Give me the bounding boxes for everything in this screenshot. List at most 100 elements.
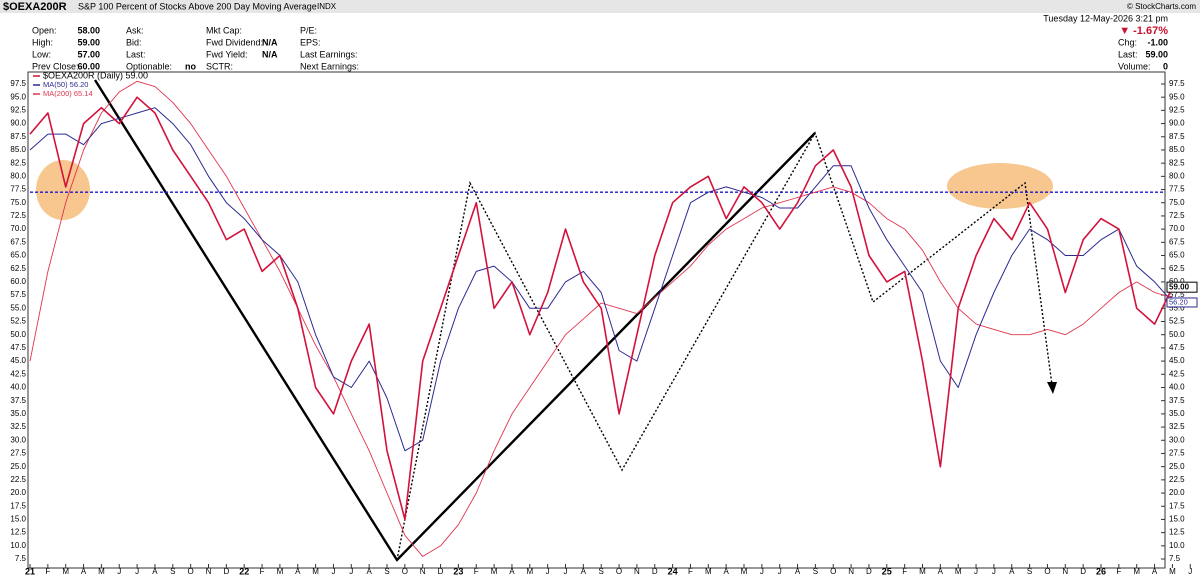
y-tick-label: 62.5 — [10, 264, 26, 273]
y-tick-label: 70.0 — [10, 224, 26, 233]
y-tick-label: 27.5 — [1169, 449, 1185, 458]
x-tick-label: A — [295, 567, 301, 576]
field-value: -1.00 — [1147, 37, 1168, 47]
field-value: 59.00 — [1145, 49, 1168, 59]
legend-label: MA(200) 65.14 — [43, 89, 93, 98]
x-tick-label: J — [331, 567, 335, 576]
y-tick-label: 40.0 — [1169, 383, 1185, 392]
y-tick-label: 32.5 — [10, 422, 26, 431]
x-tick-label: J — [564, 567, 568, 576]
y-tick-label: 80.0 — [10, 171, 26, 180]
x-tick-label: S — [1027, 567, 1032, 576]
x-tick-label: F — [688, 567, 693, 576]
field-label: Chg: — [1118, 37, 1137, 47]
x-tick-label: A — [509, 567, 515, 576]
y-tick-label: 12.5 — [10, 528, 26, 537]
x-tick-label: A — [1009, 567, 1015, 576]
x-tick-label: M — [705, 567, 712, 576]
source: © StockCharts.com — [1127, 2, 1196, 11]
y-tick-label: 67.5 — [1169, 237, 1185, 246]
y-tick-label: 92.5 — [1169, 105, 1185, 114]
x-tick-label: 26 — [1096, 566, 1106, 576]
field-label: SCTR: — [206, 61, 233, 71]
x-tick-label: F — [1116, 567, 1121, 576]
y-tick-label: 95.0 — [1169, 92, 1185, 101]
x-tick-label: J — [117, 567, 121, 576]
y-tick-label: 15.0 — [1169, 515, 1185, 524]
field-value: 0 — [1163, 61, 1168, 71]
y-tick-label: 7.5 — [15, 554, 27, 563]
x-tick-label: J — [974, 567, 978, 576]
y-tick-label: 20.0 — [1169, 488, 1185, 497]
change-pct: ▼ -1.67% — [1119, 25, 1168, 37]
x-tick-label: A — [581, 567, 587, 576]
x-tick-label: A — [1152, 567, 1158, 576]
date: Tuesday 12-May-2026 3:21 pm — [1043, 13, 1168, 23]
y-tick-label: 10.0 — [1169, 541, 1185, 550]
field-label: Fwd Dividend: — [206, 37, 263, 47]
y-tick-label: 40.0 — [10, 383, 26, 392]
y-tick-label: 65.0 — [1169, 251, 1185, 260]
y-tick-label: 82.5 — [1169, 158, 1185, 167]
y-tick-label: 57.5 — [10, 290, 26, 299]
x-tick-label: A — [723, 567, 729, 576]
y-tick-label: 97.5 — [1169, 79, 1185, 88]
y-tick-label: 37.5 — [10, 396, 26, 405]
y-tick-label: 10.0 — [10, 541, 26, 550]
x-tick-label: D — [866, 567, 872, 576]
x-tick-label: A — [938, 567, 944, 576]
y-tick-label: 85.0 — [1169, 145, 1185, 154]
x-tick-label: M — [1133, 567, 1140, 576]
x-tick-label: J — [349, 567, 353, 576]
y-tick-label: 50.0 — [10, 330, 26, 339]
field-label: Open: — [32, 25, 57, 35]
y-tick-label: 52.5 — [10, 317, 26, 326]
x-tick-label: N — [634, 567, 640, 576]
x-tick-label: 21 — [25, 566, 35, 576]
y-tick-label: 55.0 — [1169, 303, 1185, 312]
field-label: Low: — [32, 49, 51, 59]
x-tick-label: A — [152, 567, 158, 576]
x-tick-label: N — [420, 567, 426, 576]
x-tick-label: M — [98, 567, 105, 576]
field-value: 57.00 — [77, 49, 100, 59]
x-tick-label: O — [188, 567, 194, 576]
y-tick-label: 67.5 — [10, 237, 26, 246]
field-label: Bid: — [126, 37, 142, 47]
field-label: Volume: — [1118, 61, 1151, 71]
field-label: Prev Close: — [32, 61, 79, 71]
y-tick-label: 45.0 — [1169, 356, 1185, 365]
y-tick-label: 62.5 — [1169, 264, 1185, 273]
y-tick-label: 60.0 — [10, 277, 26, 286]
y-tick-label: 85.0 — [10, 145, 26, 154]
annotations — [36, 79, 1057, 562]
field-value: N/A — [262, 37, 278, 47]
field-label: Last: — [126, 49, 146, 59]
x-tick-label: M — [312, 567, 319, 576]
series-line — [29, 107, 1173, 452]
y-tick-label: 65.0 — [10, 251, 26, 260]
x-tick-label: S — [170, 567, 175, 576]
field-value: no — [185, 61, 196, 71]
x-tick-label: 23 — [453, 566, 463, 576]
y-tick-label: 57.5 — [1169, 290, 1185, 299]
x-tick-label: D — [652, 567, 658, 576]
y-tick-label: 82.5 — [10, 158, 26, 167]
x-tick-label: D — [223, 567, 229, 576]
y-tick-label: 42.5 — [1169, 369, 1185, 378]
x-tick-label: S — [813, 567, 818, 576]
x-tick-label: O — [402, 567, 408, 576]
x-tick-label: M — [526, 567, 533, 576]
y-tick-label: 22.5 — [10, 475, 26, 484]
field-label: Next Earnings: — [300, 61, 359, 71]
x-tick-label: F — [260, 567, 265, 576]
y-tick-label: 30.0 — [10, 435, 26, 444]
y-tick-label: 97.5 — [10, 79, 26, 88]
x-tick-label: D — [438, 567, 444, 576]
y-tick-label: 60.0 — [1169, 277, 1185, 286]
y-tick-label: 17.5 — [10, 501, 26, 510]
series-line — [29, 80, 1173, 557]
x-tick-label: A — [795, 567, 801, 576]
y-tick-label: 87.5 — [1169, 132, 1185, 141]
